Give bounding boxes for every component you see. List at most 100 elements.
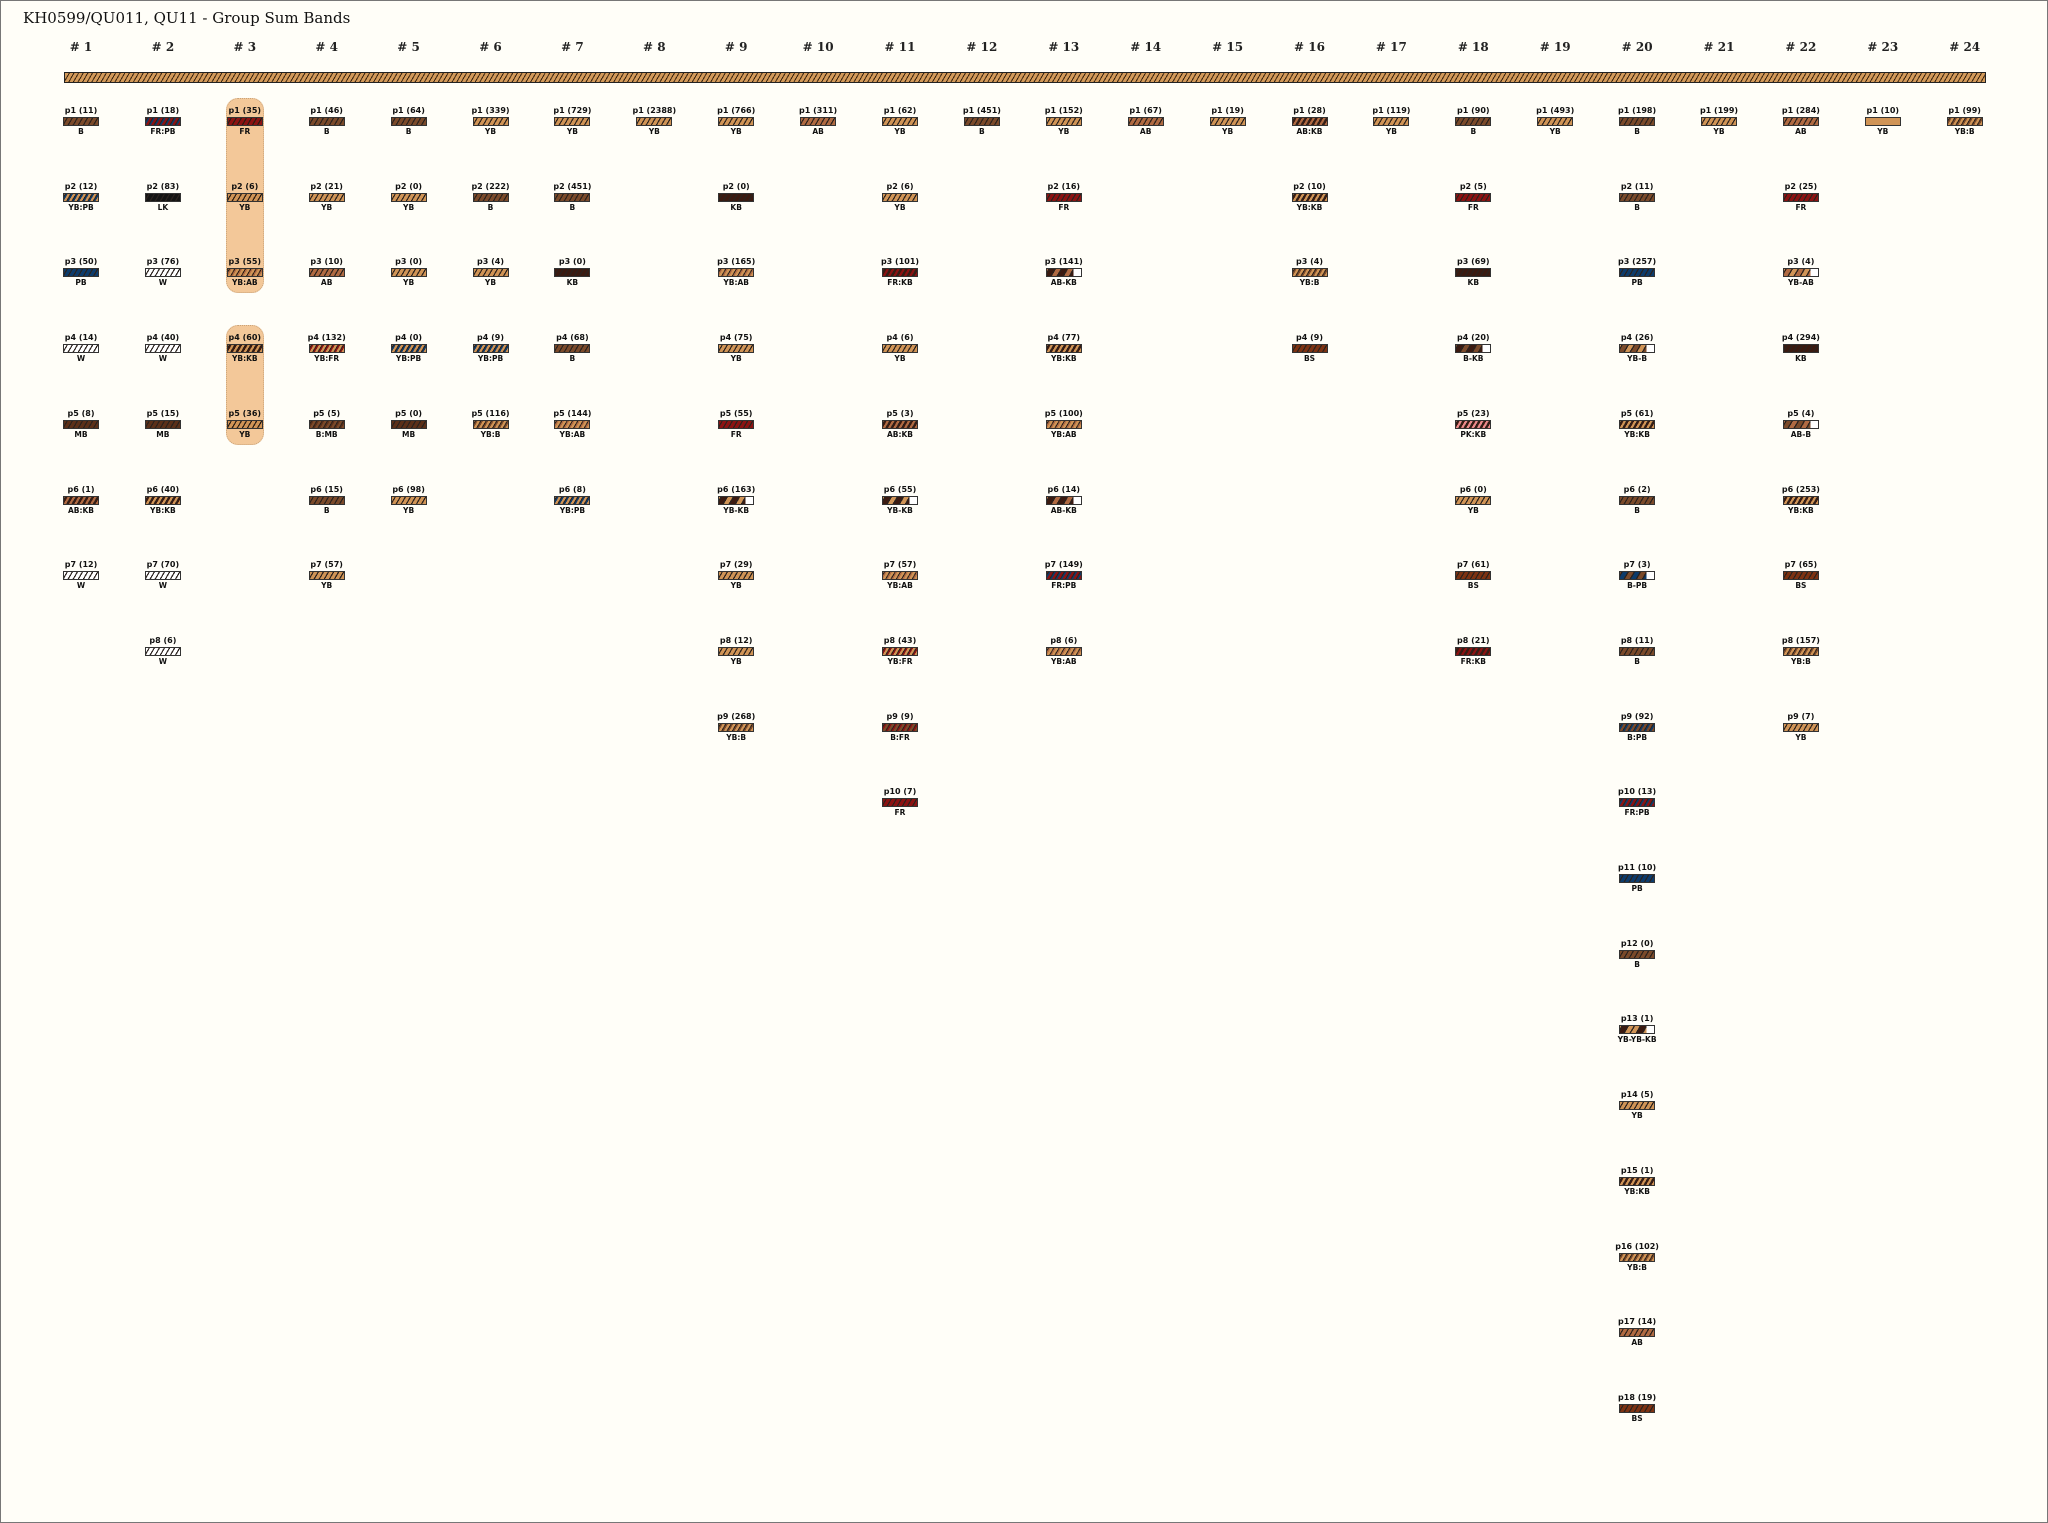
band-item[interactable]: p7 (57) YB:AB bbox=[859, 560, 941, 590]
band-item[interactable]: p4 (6) YB bbox=[859, 333, 941, 363]
band-item[interactable]: p6 (14) AB-KB bbox=[1023, 485, 1105, 515]
band-item[interactable]: p8 (6) YB:AB bbox=[1023, 636, 1105, 666]
band-item[interactable]: p10 (7) FR bbox=[859, 787, 941, 817]
band-item[interactable]: p4 (20) B-KB bbox=[1432, 333, 1514, 363]
band-item[interactable]: p2 (222) B bbox=[450, 182, 532, 212]
band-item[interactable]: p7 (70) W bbox=[122, 560, 204, 590]
band-item[interactable]: p6 (163) YB-KB bbox=[695, 485, 777, 515]
band-item[interactable]: p3 (55) YB:AB bbox=[204, 257, 286, 287]
band-item[interactable]: p4 (132) YB:FR bbox=[286, 333, 368, 363]
band-item[interactable]: p3 (69) KB bbox=[1432, 257, 1514, 287]
band-item[interactable]: p5 (61) YB:KB bbox=[1596, 409, 1678, 439]
band-item[interactable]: p1 (2388) YB bbox=[613, 106, 695, 136]
band-item[interactable]: p6 (253) YB:KB bbox=[1760, 485, 1842, 515]
band-item[interactable]: p8 (11) B bbox=[1596, 636, 1678, 666]
band-item[interactable]: p4 (77) YB:KB bbox=[1023, 333, 1105, 363]
band-item[interactable]: p3 (0) KB bbox=[531, 257, 613, 287]
band-item[interactable]: p1 (99) YB:B bbox=[1924, 106, 2006, 136]
band-item[interactable]: p7 (149) FR:PB bbox=[1023, 560, 1105, 590]
band-item[interactable]: p9 (268) YB:B bbox=[695, 712, 777, 742]
band-item[interactable]: p4 (75) YB bbox=[695, 333, 777, 363]
band-item[interactable]: p3 (165) YB:AB bbox=[695, 257, 777, 287]
band-item[interactable]: p5 (8) MB bbox=[40, 409, 122, 439]
band-item[interactable]: p7 (3) B-PB bbox=[1596, 560, 1678, 590]
band-item[interactable]: p7 (29) YB bbox=[695, 560, 777, 590]
band-item[interactable]: p1 (11) B bbox=[40, 106, 122, 136]
band-item[interactable]: p3 (4) YB-AB bbox=[1760, 257, 1842, 287]
band-item[interactable]: p8 (12) YB bbox=[695, 636, 777, 666]
band-item[interactable]: p6 (15) B bbox=[286, 485, 368, 515]
band-item[interactable]: p10 (13) FR:PB bbox=[1596, 787, 1678, 817]
band-item[interactable]: p3 (0) YB bbox=[368, 257, 450, 287]
band-item[interactable]: p3 (257) PB bbox=[1596, 257, 1678, 287]
band-item[interactable]: p3 (50) PB bbox=[40, 257, 122, 287]
band-item[interactable]: p1 (62) YB bbox=[859, 106, 941, 136]
band-item[interactable]: p5 (36) YB bbox=[204, 409, 286, 439]
band-item[interactable]: p1 (284) AB bbox=[1760, 106, 1842, 136]
band-item[interactable]: p5 (0) MB bbox=[368, 409, 450, 439]
band-item[interactable]: p2 (0) YB bbox=[368, 182, 450, 212]
band-item[interactable]: p5 (5) B:MB bbox=[286, 409, 368, 439]
band-item[interactable]: p3 (4) YB bbox=[450, 257, 532, 287]
band-item[interactable]: p4 (14) W bbox=[40, 333, 122, 363]
band-item[interactable]: p6 (55) YB-KB bbox=[859, 485, 941, 515]
band-item[interactable]: p11 (10) PB bbox=[1596, 863, 1678, 893]
band-item[interactable]: p1 (339) YB bbox=[450, 106, 532, 136]
band-item[interactable]: p1 (198) B bbox=[1596, 106, 1678, 136]
band-item[interactable]: p1 (64) B bbox=[368, 106, 450, 136]
band-item[interactable]: p17 (14) AB bbox=[1596, 1317, 1678, 1347]
band-item[interactable]: p2 (21) YB bbox=[286, 182, 368, 212]
band-item[interactable]: p4 (26) YB-B bbox=[1596, 333, 1678, 363]
band-item[interactable]: p1 (90) B bbox=[1432, 106, 1514, 136]
band-item[interactable]: p7 (61) BS bbox=[1432, 560, 1514, 590]
band-item[interactable]: p1 (18) FR:PB bbox=[122, 106, 204, 136]
band-item[interactable]: p8 (21) FR:KB bbox=[1432, 636, 1514, 666]
band-item[interactable]: p1 (119) YB bbox=[1350, 106, 1432, 136]
band-item[interactable]: p2 (83) LK bbox=[122, 182, 204, 212]
band-item[interactable]: p2 (451) B bbox=[531, 182, 613, 212]
band-item[interactable]: p4 (60) YB:KB bbox=[204, 333, 286, 363]
band-item[interactable]: p2 (6) YB bbox=[204, 182, 286, 212]
band-item[interactable]: p1 (311) AB bbox=[777, 106, 859, 136]
band-item[interactable]: p2 (5) FR bbox=[1432, 182, 1514, 212]
band-item[interactable]: p5 (100) YB:AB bbox=[1023, 409, 1105, 439]
band-item[interactable]: p5 (144) YB:AB bbox=[531, 409, 613, 439]
band-item[interactable]: p2 (6) YB bbox=[859, 182, 941, 212]
band-item[interactable]: p1 (67) AB bbox=[1105, 106, 1187, 136]
band-item[interactable]: p6 (8) YB:PB bbox=[531, 485, 613, 515]
band-item[interactable]: p3 (4) YB:B bbox=[1269, 257, 1351, 287]
band-item[interactable]: p18 (19) BS bbox=[1596, 1393, 1678, 1423]
band-item[interactable]: p5 (23) PK:KB bbox=[1432, 409, 1514, 439]
band-item[interactable]: p6 (0) YB bbox=[1432, 485, 1514, 515]
band-item[interactable]: p16 (102) YB:B bbox=[1596, 1242, 1678, 1272]
band-item[interactable]: p9 (9) B:FR bbox=[859, 712, 941, 742]
band-item[interactable]: p7 (12) W bbox=[40, 560, 122, 590]
band-item[interactable]: p1 (46) B bbox=[286, 106, 368, 136]
band-item[interactable]: p4 (0) YB:PB bbox=[368, 333, 450, 363]
band-item[interactable]: p3 (141) AB-KB bbox=[1023, 257, 1105, 287]
band-item[interactable]: p6 (40) YB:KB bbox=[122, 485, 204, 515]
band-item[interactable]: p1 (729) YB bbox=[531, 106, 613, 136]
band-item[interactable]: p5 (15) MB bbox=[122, 409, 204, 439]
band-item[interactable]: p5 (116) YB:B bbox=[450, 409, 532, 439]
band-item[interactable]: p1 (19) YB bbox=[1187, 106, 1269, 136]
band-item[interactable]: p2 (10) YB:KB bbox=[1269, 182, 1351, 212]
band-item[interactable]: p2 (25) FR bbox=[1760, 182, 1842, 212]
band-item[interactable]: p6 (1) AB:KB bbox=[40, 485, 122, 515]
band-item[interactable]: p2 (12) YB:PB bbox=[40, 182, 122, 212]
band-item[interactable]: p2 (16) FR bbox=[1023, 182, 1105, 212]
band-item[interactable]: p4 (9) BS bbox=[1269, 333, 1351, 363]
band-item[interactable]: p13 (1) YB-YB-KB bbox=[1596, 1014, 1678, 1044]
band-item[interactable]: p1 (152) YB bbox=[1023, 106, 1105, 136]
band-item[interactable]: p5 (3) AB:KB bbox=[859, 409, 941, 439]
band-item[interactable]: p6 (98) YB bbox=[368, 485, 450, 515]
band-item[interactable]: p2 (0) KB bbox=[695, 182, 777, 212]
band-item[interactable]: p4 (68) B bbox=[531, 333, 613, 363]
band-item[interactable]: p9 (7) YB bbox=[1760, 712, 1842, 742]
band-item[interactable]: p15 (1) YB:KB bbox=[1596, 1166, 1678, 1196]
band-item[interactable]: p8 (6) W bbox=[122, 636, 204, 666]
band-item[interactable]: p1 (493) YB bbox=[1514, 106, 1596, 136]
band-item[interactable]: p1 (10) YB bbox=[1842, 106, 1924, 136]
band-item[interactable]: p1 (766) YB bbox=[695, 106, 777, 136]
band-item[interactable]: p5 (55) FR bbox=[695, 409, 777, 439]
